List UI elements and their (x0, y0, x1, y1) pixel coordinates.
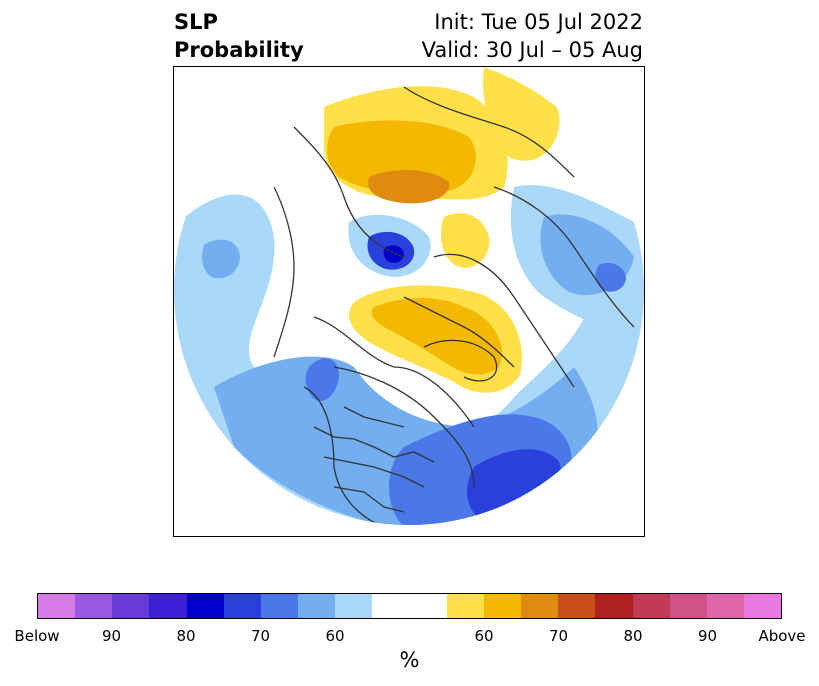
colorbar-segment (223, 594, 261, 618)
colorbar-tick-label: Below (14, 627, 60, 645)
init-date: Init: Tue 05 Jul 2022 (434, 10, 643, 34)
colorbar-tick-label: 70 (548, 627, 569, 645)
colorbar-segment (706, 594, 744, 618)
date-block: Init: Tue 05 Jul 2022 Valid: 30 Jul – 05… (422, 8, 643, 64)
colorbar-segment (521, 594, 559, 618)
blue-anomaly-siberia-center (383, 245, 404, 263)
positive-anomaly-arctic-core (327, 120, 476, 194)
valid-date: Valid: 30 Jul – 05 Aug (421, 38, 643, 62)
colorbar-segment (669, 594, 707, 618)
colorbar-segment (595, 594, 633, 618)
colorbar-tick-label: 60 (474, 627, 494, 645)
colorbar-tick-label: 80 (623, 627, 643, 645)
colorbar (37, 593, 782, 619)
colorbar-tick-label: 80 (176, 627, 196, 645)
title-type: Probability (174, 38, 304, 62)
colorbar-segment (75, 594, 113, 618)
colorbar-segment (558, 594, 596, 618)
colorbar-segment (335, 594, 373, 618)
colorbar-segment (112, 594, 150, 618)
blue-anomaly-pacific-core (202, 239, 240, 279)
map-panel (173, 66, 645, 537)
colorbar-segment (38, 594, 76, 618)
blue-anomaly-eurasia-center (595, 262, 626, 292)
colorbar-segment (446, 594, 484, 618)
colorbar-segment (632, 594, 670, 618)
coastlines (273, 86, 635, 525)
colorbar-segment (372, 594, 410, 618)
probability-map (174, 67, 644, 525)
colorbar-tick-label: 70 (250, 627, 271, 645)
colorbar-tick-label: 60 (325, 627, 345, 645)
positive-anomaly-arctic-center (368, 170, 450, 204)
colorbar-tick-label: Above (758, 627, 806, 645)
blue-anomaly-bc (305, 358, 339, 401)
colorbar-segment (149, 594, 187, 618)
colorbar-label: % (399, 648, 420, 672)
title-variable: SLP (174, 10, 218, 34)
colorbar-segment (483, 594, 522, 618)
title-block: SLP Probability (174, 8, 304, 64)
colorbar-segment (186, 594, 224, 618)
colorbar-segment (260, 594, 299, 618)
colorbar-segment (298, 594, 336, 618)
colorbar-segment (743, 594, 782, 618)
colorbar-segment (409, 594, 447, 618)
colorbar-tick-label: 90 (697, 627, 718, 645)
colorbar-ticks: Below 90 80 70 60 60 70 80 90 Above (0, 627, 819, 647)
positive-anomaly-greenland-core (371, 298, 503, 375)
colorbar-tick-label: 90 (101, 627, 122, 645)
